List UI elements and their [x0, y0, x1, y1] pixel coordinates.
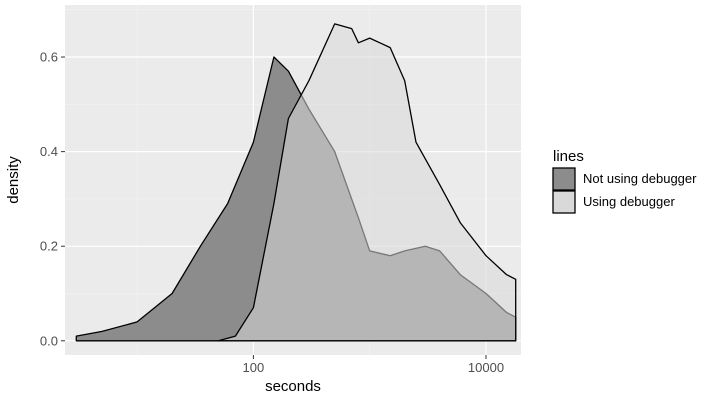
x-axis-title: seconds	[265, 378, 321, 395]
legend-title: lines	[553, 148, 584, 165]
density-areas	[75, 23, 517, 342]
y-tick-label: 0.2	[40, 239, 58, 254]
x-tick-label: 100	[243, 360, 265, 375]
y-tick-label: 0.4	[40, 144, 58, 159]
y-tick-label: 0.6	[40, 50, 58, 65]
y-axis-title: density	[5, 156, 22, 204]
legend: lines Not using debugger Using debugger	[552, 148, 697, 214]
y-tick-label: 0.0	[40, 333, 58, 348]
legend-swatch	[552, 190, 576, 214]
x-axis-ticks: 100 10000	[243, 355, 504, 375]
legend-label: Not using debugger	[583, 171, 697, 186]
legend-swatch	[552, 167, 576, 191]
legend-label: Using debugger	[583, 194, 675, 209]
y-axis-ticks: 0.0 0.2 0.4 0.6	[40, 50, 65, 348]
legend-items: Not using debugger Using debugger	[552, 167, 697, 214]
x-tick-label: 10000	[468, 360, 504, 375]
density-area-2	[217, 23, 517, 342]
